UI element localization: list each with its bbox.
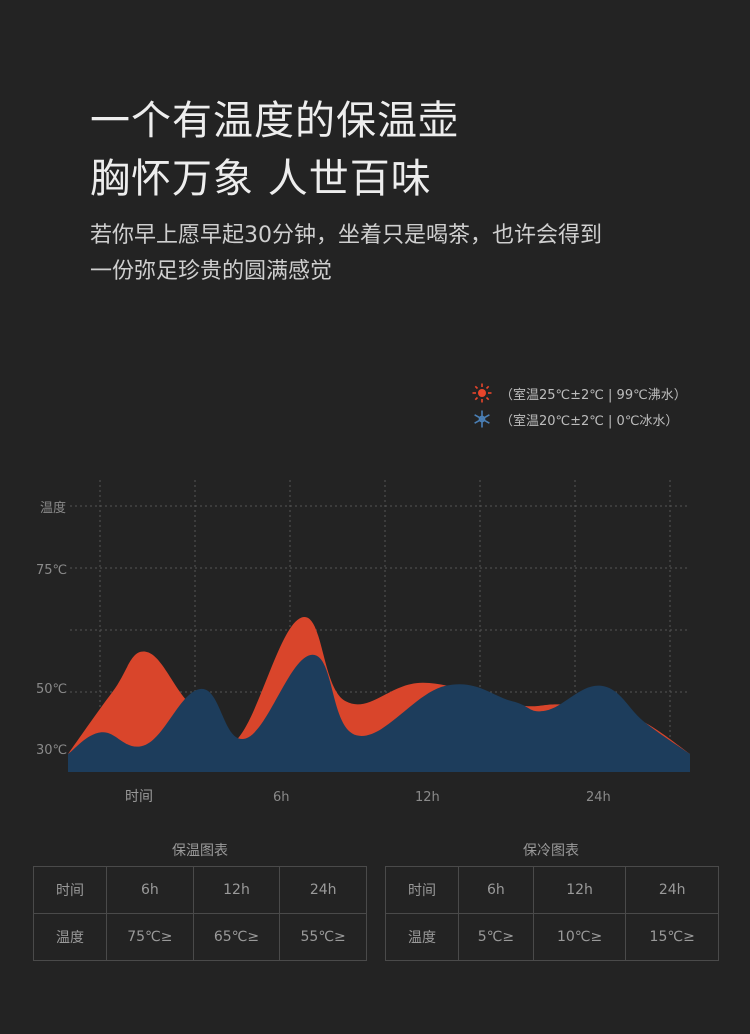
- subtitle: 若你早上愿早起30分钟，坐着只是喝茶，也许会得到 一份弥足珍贵的圆满感觉: [90, 218, 602, 290]
- table-cell: 12h: [192, 866, 281, 914]
- insulation-table-title: 保温图表: [172, 843, 228, 859]
- table-cell: 12h: [532, 866, 627, 914]
- y-axis-label: 温度: [40, 500, 66, 516]
- table-row: 时间 6h 12h 24h: [33, 866, 367, 914]
- table-row: 温度 75℃≥ 65℃≥ 55℃≥: [33, 913, 367, 961]
- series-cold-area: [68, 654, 690, 772]
- legend-item-hot: （室温25℃±2℃ | 99℃沸水）: [472, 380, 687, 406]
- table-cell: 55℃≥: [279, 913, 367, 961]
- table-cell: 6h: [458, 866, 534, 914]
- insulation-table: 时间 6h 12h 24h 温度 75℃≥ 65℃≥ 55℃≥: [33, 866, 367, 961]
- subtitle-line-2: 一份弥足珍贵的圆满感觉: [90, 259, 333, 284]
- legend-item-cold: （室温20℃±2℃ | 0℃冰水）: [472, 406, 687, 432]
- table-cell: 24h: [625, 866, 719, 914]
- y-tick-50: 50℃: [36, 682, 67, 697]
- table-cell: 5℃≥: [458, 913, 534, 961]
- table-cell: 15℃≥: [625, 913, 719, 961]
- y-tick-75: 75℃: [36, 563, 67, 578]
- x-tick-6h: 6h: [273, 790, 290, 805]
- table-cell: 65℃≥: [192, 913, 281, 961]
- x-tick-12h: 12h: [415, 790, 440, 805]
- legend-label-cold: （室温20℃±2℃ | 0℃冰水）: [500, 413, 679, 429]
- table-cell: 24h: [279, 866, 367, 914]
- axis-labels: 温度 75℃ 50℃ 30℃ 时间 6h 12h 24h: [36, 500, 611, 805]
- table-cell: 时间: [33, 866, 107, 914]
- table-cell: 75℃≥: [106, 913, 194, 961]
- temperature-chart: 温度 75℃ 50℃ 30℃ 时间 6h 12h 24h: [36, 480, 690, 805]
- cold-table-title: 保冷图表: [523, 843, 579, 859]
- snowflake-icon: [474, 410, 490, 428]
- sun-icon: [472, 383, 492, 403]
- chart-legend: （室温25℃±2℃ | 99℃沸水） （室温20℃±2℃ | 0℃冰水）: [472, 380, 687, 432]
- table-cell: 温度: [33, 913, 107, 961]
- table-cell: 温度: [385, 913, 459, 961]
- cold-table: 时间 6h 12h 24h 温度 5℃≥ 10℃≥ 15℃≥: [385, 866, 719, 961]
- table-row: 温度 5℃≥ 10℃≥ 15℃≥: [385, 913, 719, 961]
- table-cell: 时间: [385, 866, 459, 914]
- x-axis-label: 时间: [125, 789, 153, 805]
- table-row: 时间 6h 12h 24h: [385, 866, 719, 914]
- headline-line-1: 一个有温度的保温壶: [90, 98, 459, 144]
- y-tick-30: 30℃: [36, 743, 67, 758]
- table-cell: 6h: [106, 866, 194, 914]
- headline-line-2: 胸怀万象 人世百味: [90, 156, 432, 202]
- table-cell: 10℃≥: [532, 913, 627, 961]
- legend-label-hot: （室温25℃±2℃ | 99℃沸水）: [500, 387, 687, 403]
- headline: 一个有温度的保温壶 胸怀万象 人世百味: [90, 92, 459, 208]
- subtitle-line-1: 若你早上愿早起30分钟，坐着只是喝茶，也许会得到: [90, 223, 602, 248]
- x-tick-24h: 24h: [586, 790, 611, 805]
